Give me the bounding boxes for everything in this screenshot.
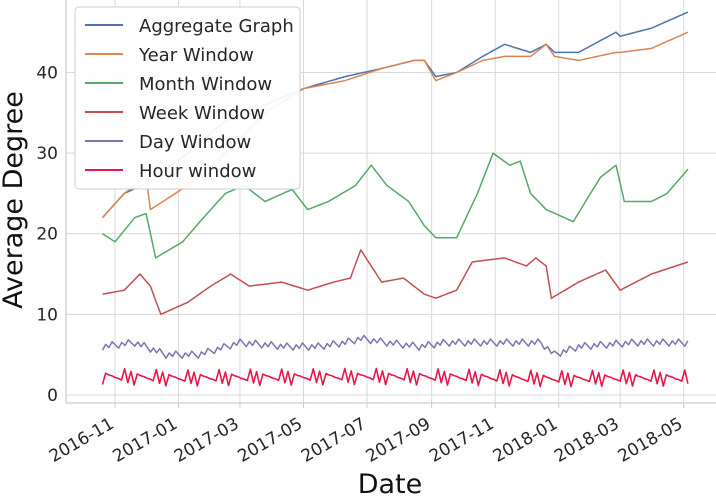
x-tick-label: 2017-01 (109, 414, 181, 467)
x-axis-title: Date (358, 469, 423, 499)
x-tick-label: 2018-01 (490, 414, 562, 467)
x-tick-label: 2017-11 (426, 414, 498, 467)
legend-label: Hour window (139, 161, 256, 182)
series-line-day-window (101, 334, 689, 359)
y-tick-label: 30 (36, 144, 58, 164)
legend-label: Week Window (139, 103, 265, 124)
axes (65, 0, 716, 408)
x-tick-label: 2018-05 (615, 414, 687, 467)
legend-label: Year Window (138, 45, 254, 66)
series-line-week-window (102, 249, 689, 316)
x-tick-label: 2017-09 (363, 414, 435, 467)
y-tick-label: 10 (36, 305, 58, 325)
x-tick-label: 2016-11 (46, 414, 118, 467)
x-tick-label: 2018-03 (551, 414, 623, 467)
legend-label: Aggregate Graph (139, 16, 294, 37)
y-tick-label: 0 (47, 386, 58, 406)
legend: Aggregate Graph Year Window Month Window We… (74, 6, 301, 190)
x-tick-label: 2017-07 (298, 414, 370, 467)
x-tick-label: 2017-03 (171, 414, 243, 467)
legend-box (74, 6, 301, 190)
x-tick-label: 2017-05 (234, 414, 306, 467)
y-tick-label: 40 (36, 64, 58, 84)
y-axis-title: Average Degree (0, 91, 29, 309)
legend-label: Day Window (139, 132, 251, 153)
legend-label: Month Window (139, 74, 272, 95)
series-line-hour-window (101, 367, 689, 388)
y-tick-label: 20 (36, 225, 58, 245)
series-line-month-window (102, 152, 689, 259)
